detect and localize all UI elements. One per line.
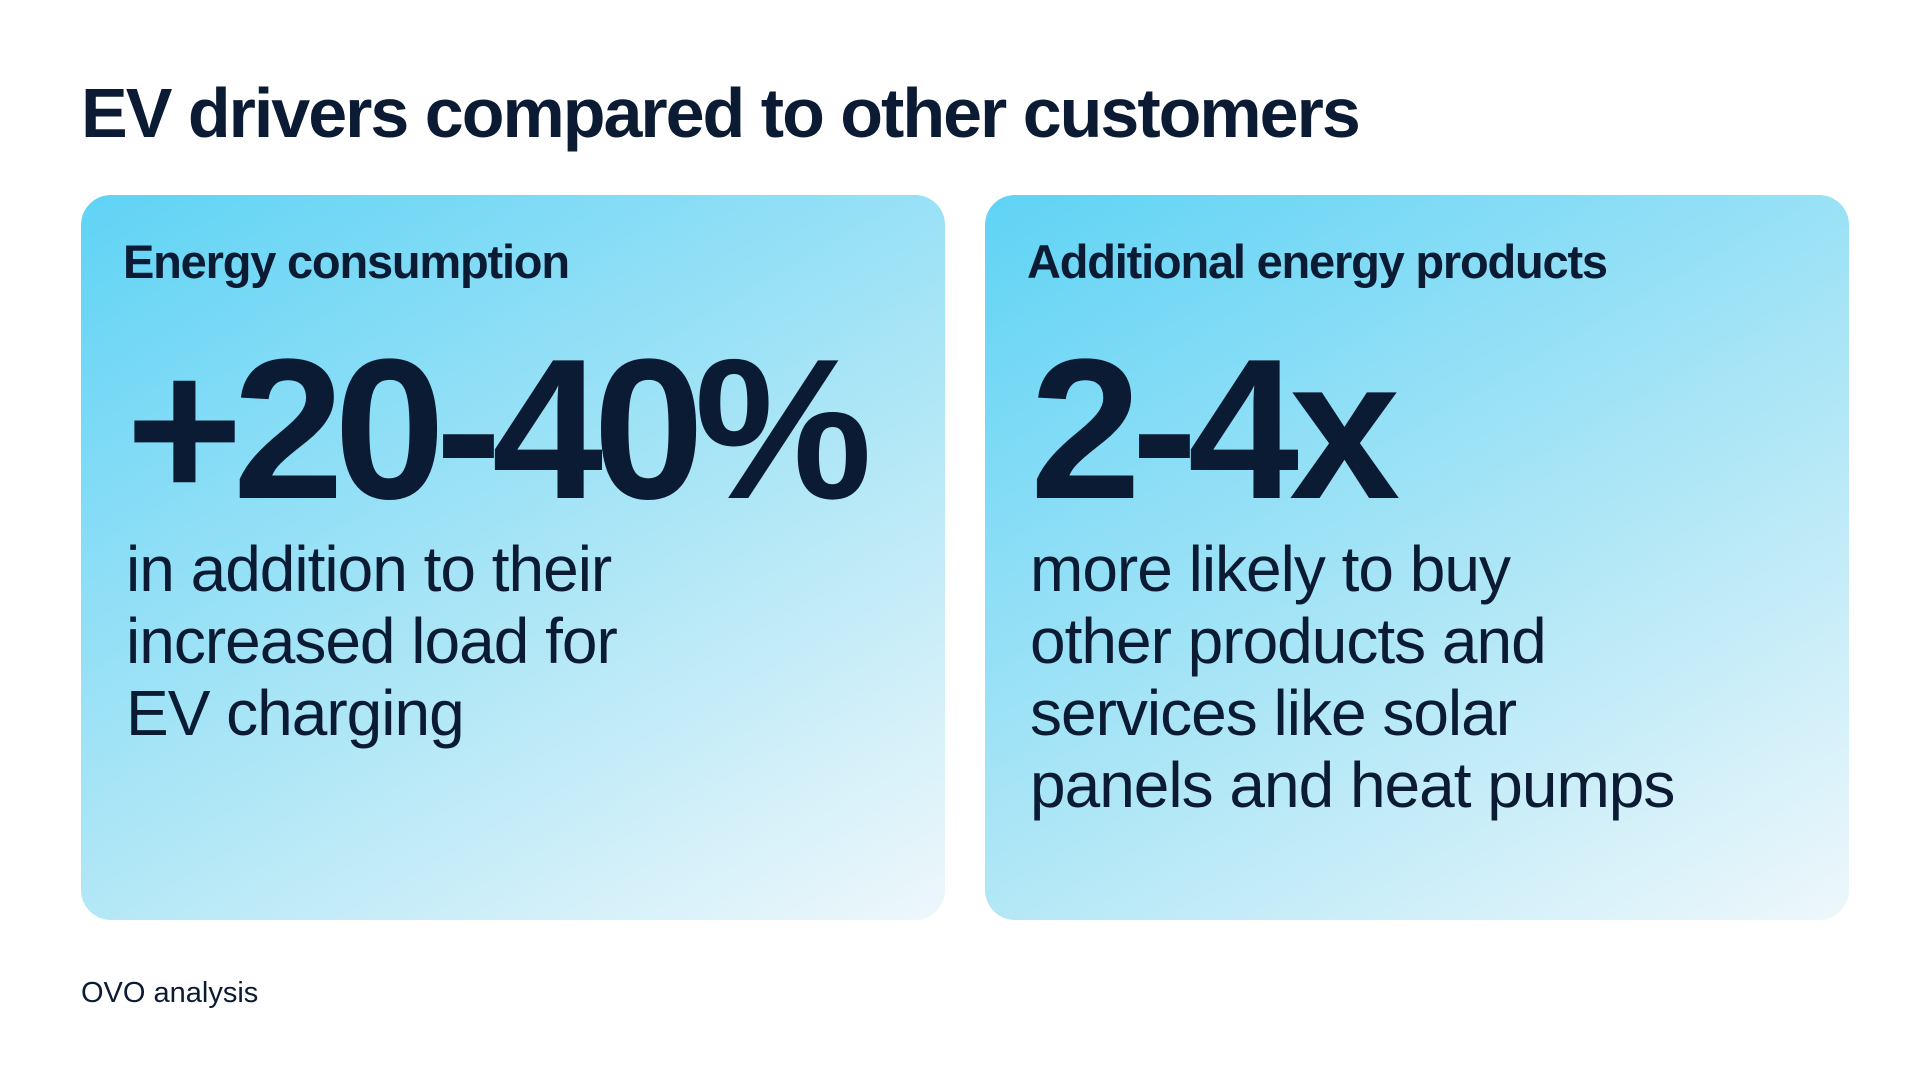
additional-products-card: Additional energy products 2-4x more lik… [985,195,1849,920]
card-heading: Energy consumption [123,235,570,288]
source-note: OVO analysis [81,977,259,1009]
description-line: panels and heat pumps [1030,749,1675,821]
card-heading: Additional energy products [1027,235,1608,288]
description-line: EV charging [126,677,465,749]
description-line: increased load for [126,605,618,677]
card-stat: +20-40% [126,318,872,541]
energy-consumption-card: Energy consumption +20-40% in addition t… [81,195,945,920]
description-line: more likely to buy [1030,533,1511,605]
card-description: more likely to buy other products and se… [1030,533,1820,821]
description-line: in addition to their [126,533,612,605]
description-line: other products and [1030,605,1547,677]
card-description: in addition to their increased load for … [126,533,916,749]
card-stat: 2-4x [1030,318,1400,541]
page-title: EV drivers compared to other customers [81,74,1361,152]
description-line: services like solar [1030,677,1517,749]
